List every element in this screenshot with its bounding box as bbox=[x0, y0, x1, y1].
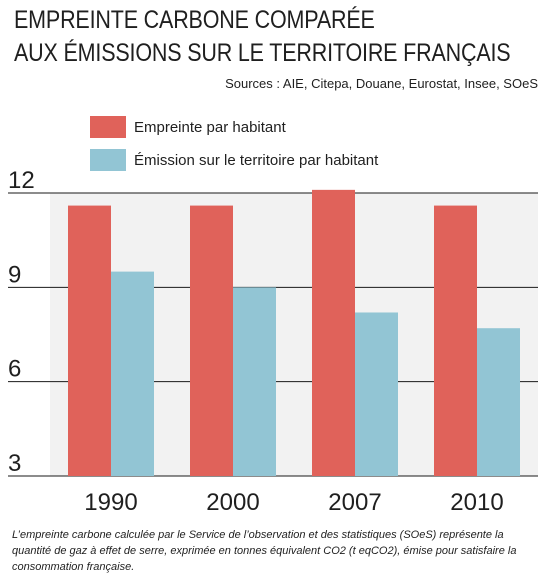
legend-item-empreinte: Empreinte par habitant bbox=[90, 116, 378, 138]
legend-item-emission: Émission sur le territoire par habitant bbox=[90, 149, 378, 171]
bar-empreinte bbox=[434, 205, 477, 477]
bar-emission bbox=[111, 271, 154, 476]
chart-title-line-1: EMPREINTE CARBONE COMPARÉE bbox=[14, 6, 375, 34]
legend-swatch-empreinte bbox=[90, 116, 126, 138]
chart-title-line-2: AUX ÉMISSIONS SUR LE TERRITOIRE FRANÇAIS bbox=[14, 39, 511, 67]
legend-label-emission: Émission sur le territoire par habitant bbox=[134, 151, 379, 169]
legend-label-empreinte: Empreinte par habitant bbox=[134, 118, 286, 136]
x-tick-label: 2007 bbox=[328, 489, 381, 516]
y-tick-label: 3 bbox=[8, 450, 21, 477]
bar-emission bbox=[477, 328, 520, 476]
sources-note: Sources : AIE, Citepa, Douane, Eurostat,… bbox=[225, 76, 538, 91]
caption-note: L’empreinte carbone calculée par le Serv… bbox=[12, 529, 517, 573]
x-tick-label: 1990 bbox=[84, 489, 137, 516]
bar-emission bbox=[233, 287, 276, 476]
bar-empreinte bbox=[312, 189, 355, 476]
chart-title: EMPREINTE CARBONE COMPARÉE AUX ÉMISSIONS… bbox=[14, 4, 511, 70]
legend-swatch-emission bbox=[90, 149, 126, 171]
y-tick-label: 12 bbox=[8, 167, 35, 194]
x-tick-label: 2010 bbox=[450, 489, 503, 516]
bar-empreinte bbox=[190, 205, 233, 477]
x-tick-label: 2000 bbox=[206, 489, 259, 516]
legend: Empreinte par habitant Émission sur le t… bbox=[90, 116, 378, 182]
y-tick-label: 9 bbox=[8, 261, 21, 288]
y-tick-label: 6 bbox=[8, 356, 21, 383]
bar-empreinte bbox=[68, 205, 111, 477]
bar-chart: 3 6 9 12 1990 2000 2007 2010 bbox=[8, 167, 538, 516]
bar-emission bbox=[355, 312, 398, 476]
